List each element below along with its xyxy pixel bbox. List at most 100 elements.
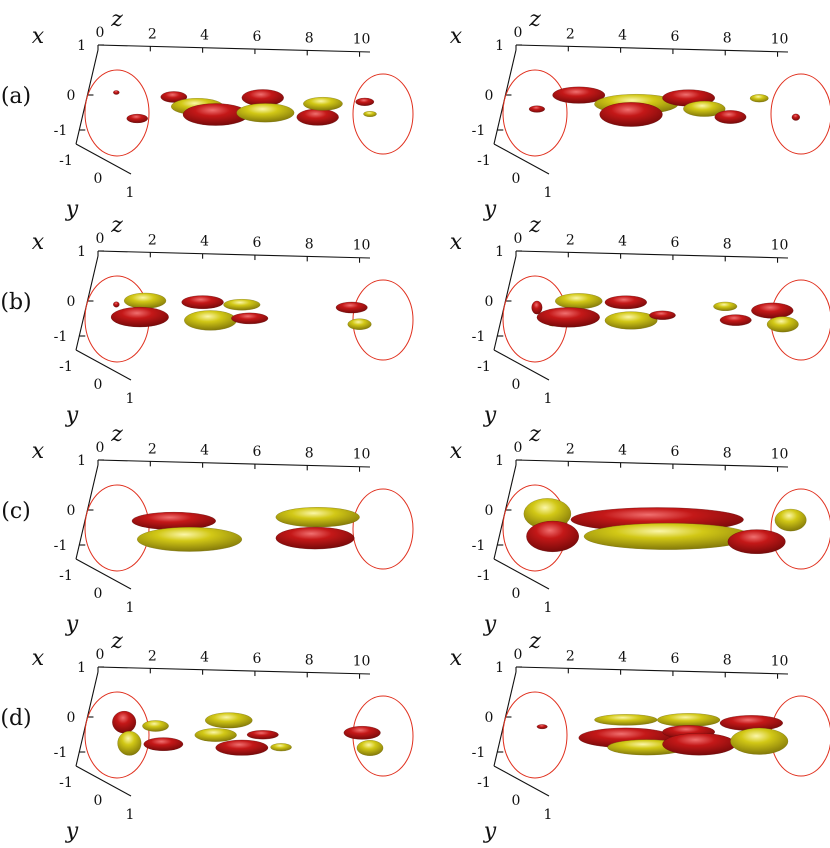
x-tick-label: 1 — [77, 244, 86, 260]
high-speed-streak — [270, 743, 292, 752]
z-tick-label: 4 — [618, 234, 627, 250]
z-tick-label: 4 — [200, 28, 209, 44]
z-axis-line — [97, 44, 371, 53]
z-tick-label: 6 — [670, 235, 679, 251]
y-tick-label: 0 — [94, 377, 103, 393]
z-axis-label: z — [528, 7, 541, 32]
y-axis-line — [493, 143, 550, 175]
high-speed-streak — [117, 731, 142, 756]
z-axis-line — [97, 250, 371, 259]
z-axis-line — [515, 44, 789, 53]
high-speed-streak — [205, 712, 253, 729]
low-speed-streak — [113, 301, 120, 308]
high-speed-streak — [194, 728, 237, 742]
x-tick-label: 0 — [485, 503, 494, 519]
z-tick-label: 6 — [252, 29, 261, 45]
z-tick-label: 4 — [200, 234, 209, 250]
low-speed-streak — [112, 711, 137, 734]
z-tick-label: 4 — [618, 650, 627, 666]
row-label: (d) — [0, 706, 31, 731]
x-tick-label: -1 — [54, 329, 68, 345]
y-tick-label: 0 — [512, 377, 521, 393]
low-speed-streak — [231, 312, 269, 325]
z-tick-label: 6 — [252, 651, 261, 667]
low-speed-streak — [791, 113, 800, 121]
z-tick-label: 10 — [353, 238, 371, 254]
x-tick-label: -1 — [472, 123, 486, 139]
low-speed-streak — [160, 91, 188, 103]
z-tick-label: 0 — [96, 440, 105, 456]
x-tick-label: 1 — [77, 660, 86, 676]
x-tick-label: 1 — [77, 453, 86, 469]
high-speed-streak — [347, 318, 372, 330]
low-speed-streak — [599, 102, 663, 127]
z-tick-label: 2 — [566, 441, 575, 457]
y-tick-label: 0 — [512, 586, 521, 602]
high-speed-streak — [223, 299, 261, 311]
y-axis-label: y — [65, 612, 79, 637]
low-speed-streak — [714, 110, 747, 124]
high-speed-streak — [774, 508, 807, 532]
z-tick-label: 8 — [305, 30, 314, 46]
z-tick-label: 2 — [148, 232, 157, 248]
y-tick-label: 0 — [94, 586, 103, 602]
x-tick-label: 0 — [485, 294, 494, 310]
z-tick-label: 0 — [514, 231, 523, 247]
high-speed-streak — [730, 727, 789, 755]
row-label: (a) — [1, 84, 31, 109]
z-tick-label: 6 — [252, 235, 261, 251]
x-axis-label: x — [32, 646, 45, 671]
inlet-circle — [502, 69, 568, 157]
high-speed-streak — [713, 301, 738, 311]
y-tick-label: -1 — [59, 775, 73, 791]
z-tick-label: 8 — [723, 236, 732, 252]
y-tick-label: 1 — [126, 391, 135, 407]
low-speed-streak — [552, 86, 606, 104]
y-tick-label: 1 — [544, 391, 553, 407]
low-speed-streak — [526, 520, 579, 552]
x-tick-label: 1 — [495, 244, 504, 260]
x-tick-label: -1 — [54, 745, 68, 761]
high-speed-streak — [363, 111, 377, 117]
y-tick-label: 1 — [126, 600, 135, 616]
low-speed-streak — [131, 512, 216, 530]
x-tick-label: 0 — [67, 88, 76, 104]
x-axis-label: x — [450, 646, 463, 671]
x-tick-label: 0 — [67, 503, 76, 519]
y-axis-label: y — [65, 819, 79, 844]
outlet-circle — [352, 488, 414, 570]
high-speed-streak — [137, 527, 242, 552]
low-speed-streak — [662, 733, 736, 756]
low-speed-streak — [528, 105, 545, 113]
z-tick-label: 8 — [723, 445, 732, 461]
y-tick-label: 0 — [94, 171, 103, 187]
z-axis-label: z — [528, 213, 541, 238]
z-tick-label: 4 — [200, 650, 209, 666]
high-speed-streak — [303, 97, 343, 111]
z-tick-label: 10 — [771, 447, 789, 463]
outlet-circle — [770, 488, 830, 570]
x-tick-label: 0 — [67, 710, 76, 726]
high-speed-streak — [142, 720, 169, 732]
z-axis-line — [515, 250, 789, 259]
y-tick-label: -1 — [59, 568, 73, 584]
y-tick-label: 1 — [544, 600, 553, 616]
x-tick-label: 1 — [495, 453, 504, 469]
low-speed-streak — [143, 737, 184, 751]
x-tick-label: 0 — [485, 710, 494, 726]
z-tick-label: 6 — [670, 651, 679, 667]
low-speed-streak — [181, 295, 224, 309]
y-tick-label: -1 — [59, 359, 73, 375]
low-speed-streak — [719, 314, 752, 326]
x-axis-label: x — [450, 439, 463, 464]
z-tick-label: 0 — [514, 25, 523, 41]
y-axis-line — [493, 765, 550, 797]
z-tick-label: 10 — [771, 238, 789, 254]
inlet-circle — [84, 691, 150, 779]
z-axis-line — [97, 666, 371, 675]
